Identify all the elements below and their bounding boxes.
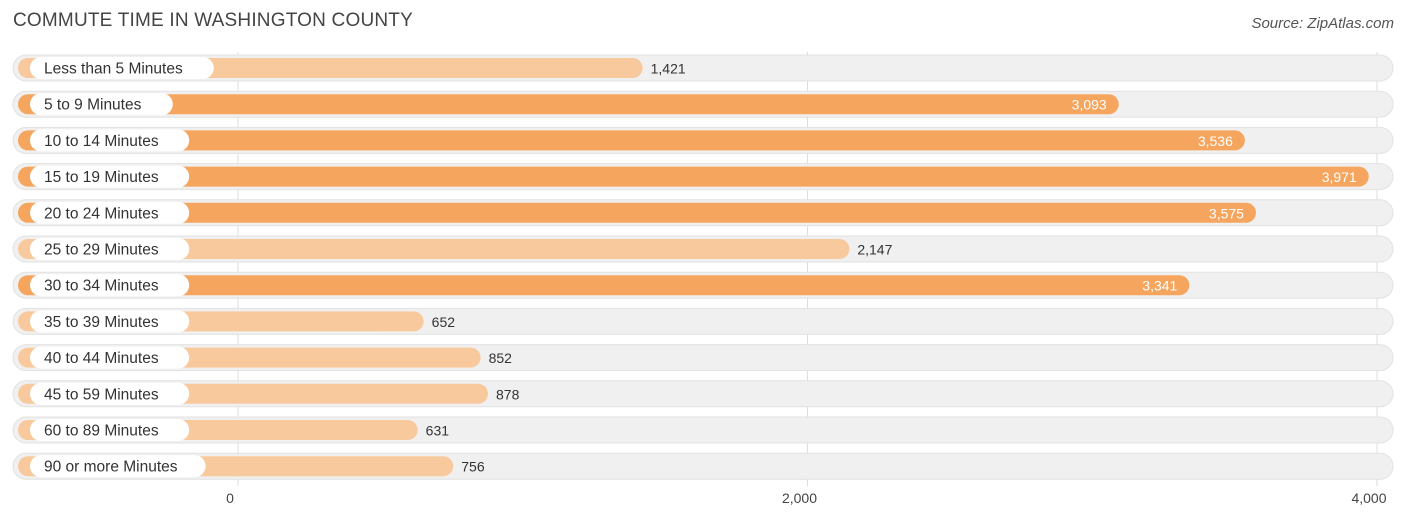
x-tick-label: 4,000 — [1351, 490, 1386, 506]
chart-title: COMMUTE TIME IN WASHINGTON COUNTY — [13, 10, 413, 31]
category-pill — [30, 419, 190, 441]
value-label: 1,421 — [651, 61, 686, 77]
category-label: 45 to 59 Minutes — [44, 386, 159, 403]
category-pill — [30, 274, 190, 297]
category-label: 60 to 89 Minutes — [44, 423, 159, 440]
bar — [18, 166, 1369, 187]
category-label: 90 or more Minutes — [44, 459, 178, 476]
value-label: 852 — [489, 350, 513, 366]
category-label: 35 to 39 Minutes — [44, 314, 159, 331]
value-label: 2,147 — [857, 242, 892, 258]
bar — [18, 239, 850, 259]
category-label: 5 to 9 Minutes — [44, 97, 142, 114]
category-label: 40 to 44 Minutes — [44, 350, 159, 367]
category-pill — [30, 93, 173, 116]
value-label: 756 — [461, 459, 485, 475]
chart-source: Source: ZipAtlas.com — [1251, 15, 1394, 32]
category-label: 10 to 14 Minutes — [44, 133, 159, 150]
category-label: 30 to 34 Minutes — [44, 278, 159, 295]
value-label: 3,575 — [1209, 205, 1244, 221]
value-label: 631 — [426, 423, 450, 439]
value-label: 3,093 — [1072, 97, 1107, 113]
category-pill — [30, 201, 190, 224]
category-pill — [30, 346, 190, 369]
x-tick-label: 0 — [226, 490, 234, 506]
category-pill — [30, 129, 190, 152]
bar — [18, 130, 1245, 151]
bar — [18, 275, 1190, 296]
value-label: 3,971 — [1322, 169, 1357, 185]
category-label: Less than 5 Minutes — [44, 61, 183, 78]
value-label: 878 — [496, 386, 520, 402]
category-pill — [30, 165, 190, 188]
category-label: 25 to 29 Minutes — [44, 242, 159, 259]
value-label: 3,536 — [1198, 133, 1233, 149]
category-label: 20 to 24 Minutes — [44, 205, 159, 222]
category-pill — [30, 382, 190, 405]
category-label: 15 to 19 Minutes — [44, 169, 159, 186]
value-label: 3,341 — [1142, 278, 1177, 294]
category-pill — [30, 455, 206, 478]
value-label: 652 — [432, 314, 456, 330]
category-pill — [30, 310, 190, 333]
bar — [18, 202, 1256, 223]
category-pill — [30, 57, 214, 79]
category-pill — [30, 238, 190, 260]
bar — [18, 94, 1119, 115]
x-tick-label: 2,000 — [782, 490, 817, 506]
